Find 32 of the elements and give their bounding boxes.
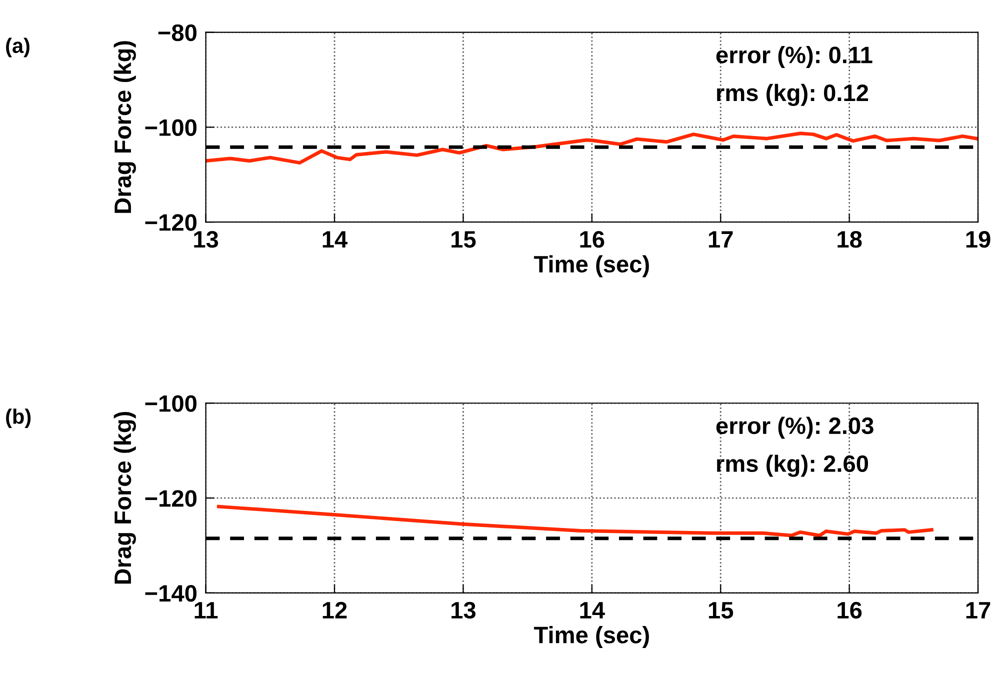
x-tick-label: 17	[708, 231, 733, 248]
text: (a)	[6, 38, 30, 58]
x-axis-title: Time (sec)	[534, 626, 649, 648]
y-axis-title: Drag Force (kg)	[114, 41, 136, 213]
x-tick-label: 17	[966, 602, 990, 618]
x-tick-label: 14	[322, 231, 348, 248]
x-tick-label: 11	[194, 602, 218, 618]
x-tick-label: 14	[580, 602, 605, 618]
x-tick-label: 15	[452, 231, 476, 248]
x-axis-title: Time (sec)	[534, 255, 649, 278]
y-tick-label: −80	[158, 24, 196, 42]
text: (b)	[6, 408, 31, 428]
annotation: rms (kg): 0.12	[717, 84, 868, 106]
y-tick-label: −120	[145, 214, 196, 231]
y-axis-title: Drag Force (kg)	[114, 412, 136, 584]
annotation: rms (kg): 2.60	[717, 454, 868, 477]
annotation: error (%): 2.03	[716, 416, 874, 439]
x-tick-label: 13	[194, 231, 218, 248]
line-series	[206, 132, 978, 165]
x-tick-label: 15	[708, 602, 734, 619]
x-tick-label: 16	[580, 231, 604, 248]
x-tick-label: 16	[838, 602, 862, 619]
x-tick-label: 13	[452, 602, 476, 619]
annotation: error (%): 0.11	[716, 46, 872, 68]
x-tick-label: 12	[322, 602, 347, 618]
y-tick-label: −100	[145, 395, 196, 412]
y-tick-label: −100	[145, 119, 196, 136]
y-tick-label: −120	[145, 490, 196, 507]
line-series	[216, 504, 934, 538]
x-tick-label: 18	[838, 231, 862, 248]
y-tick-label: −140	[145, 584, 196, 602]
x-tick-label: 19	[966, 231, 990, 248]
